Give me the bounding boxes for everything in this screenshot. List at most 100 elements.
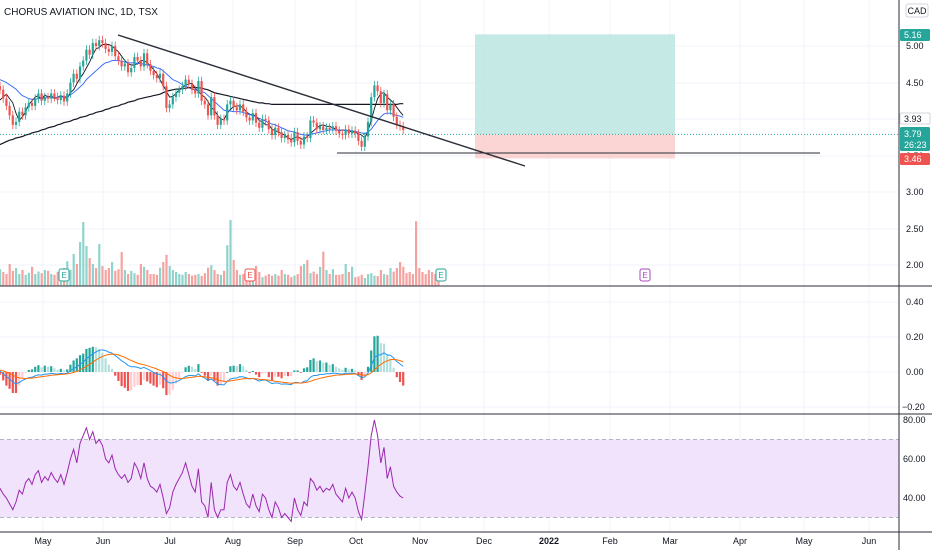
- volume-bar: [101, 266, 104, 286]
- candle-body: [187, 79, 190, 84]
- macd-histogram-bar: [267, 372, 270, 378]
- macd-histogram-bar: [395, 372, 398, 378]
- stop-price-badge: [900, 153, 930, 165]
- macd-tick-label: −0.20: [902, 402, 925, 412]
- candle-body: [216, 115, 219, 125]
- macd-histogram-bar: [235, 366, 238, 372]
- macd-panel: [0, 335, 405, 396]
- earnings-marker: [435, 268, 447, 282]
- volume-bar: [155, 274, 158, 286]
- macd-histogram-bar: [238, 364, 242, 372]
- time-tick-label: Jul: [164, 536, 176, 546]
- macd-histogram-bar: [8, 372, 11, 389]
- candle-body: [306, 136, 309, 138]
- bar-countdown-label: 26:23: [904, 140, 927, 150]
- candle-body: [312, 120, 315, 123]
- macd-histogram-bar: [296, 370, 299, 372]
- macd-histogram-bar: [43, 365, 46, 372]
- volume-bar: [159, 267, 162, 286]
- volume-bar: [242, 274, 245, 286]
- candle-body: [174, 92, 178, 98]
- time-tick-label: Feb: [602, 536, 618, 546]
- time-scale[interactable]: May Jun Jul Aug Sep Oct Nov Dec 2022 Feb Mar Apr May…: [34, 536, 876, 546]
- volume-bar: [203, 273, 206, 286]
- earnings-marker: [58, 268, 70, 282]
- candle-body: [376, 85, 379, 92]
- currency-badge[interactable]: [905, 3, 929, 18]
- macd-histogram-bar: [126, 372, 130, 391]
- macd-histogram-bar: [14, 372, 18, 393]
- volume-bar: [373, 275, 376, 286]
- candle-body: [21, 111, 24, 116]
- earnings-marker: [244, 268, 256, 282]
- price-tick-label: 3.00: [906, 187, 924, 197]
- macd-histogram-bar: [53, 368, 56, 372]
- volume-bar: [325, 270, 328, 286]
- volume-bar: [341, 274, 344, 286]
- candle-body: [146, 53, 149, 65]
- trendlines[interactable]: [117, 34, 820, 167]
- macd-histogram-bar: [309, 359, 312, 372]
- volume-bar: [383, 274, 386, 286]
- candle-body: [139, 60, 142, 67]
- candle-body: [251, 113, 254, 121]
- macd-histogram-bar: [123, 372, 126, 388]
- candle-body: [242, 104, 245, 112]
- price-tick-label: 2.00: [906, 260, 924, 270]
- candle-body: [280, 132, 283, 138]
- macd-histogram-bar: [82, 353, 85, 372]
- volume-bar: [175, 272, 178, 286]
- macd-histogram-bar: [232, 365, 235, 372]
- candle-body: [18, 111, 21, 122]
- volume-bar: [363, 278, 366, 286]
- macd-histogram-bar: [347, 369, 350, 372]
- volume-bar: [133, 273, 136, 286]
- volume-bar: [114, 270, 117, 286]
- volume-bar: [43, 270, 46, 286]
- volume-bar: [347, 272, 350, 286]
- macd-histogram-bar: [312, 358, 315, 372]
- macd-histogram-bar: [133, 372, 136, 387]
- macd-histogram-bar: [46, 366, 50, 372]
- macd-histogram-bar: [152, 372, 155, 386]
- macd-histogram-bar: [379, 343, 382, 372]
- candle-body: [171, 97, 174, 105]
- macd-histogram-bar: [216, 372, 219, 386]
- volume-bar: [56, 272, 59, 286]
- candle-body: [382, 94, 386, 103]
- volume-bar: [82, 222, 85, 286]
- volume-bar: [437, 277, 440, 286]
- volume-bar: [344, 264, 347, 286]
- trendline-down: [117, 34, 526, 167]
- volume-bar: [296, 274, 299, 286]
- candle-body: [203, 100, 206, 105]
- macd-histogram-bar: [350, 368, 354, 372]
- rsi-tick-label: 40.00: [903, 493, 926, 503]
- macd-histogram-bar: [104, 358, 107, 372]
- macd-histogram-bar: [302, 368, 306, 372]
- macd-histogram-bar: [75, 358, 78, 372]
- macd-histogram-bar: [72, 360, 75, 372]
- volume-bar: [239, 274, 242, 286]
- candle-body: [194, 89, 197, 94]
- rsi-band: [0, 439, 899, 518]
- volume-bar: [331, 269, 334, 286]
- volume-bar: [18, 274, 21, 286]
- candle-body: [107, 48, 110, 52]
- macd-histogram-bar: [181, 372, 184, 373]
- volume-bar: [194, 274, 197, 286]
- macd-histogram-bar: [142, 372, 146, 380]
- volume-bar: [91, 264, 94, 286]
- volume-bar: [274, 274, 277, 286]
- volume-bar: [146, 270, 149, 286]
- candle-body: [402, 126, 405, 130]
- candle-body: [40, 93, 43, 101]
- volume-bar: [98, 244, 101, 286]
- volume-bar: [216, 274, 219, 286]
- candle-body: [104, 43, 107, 49]
- macd-tick-label: 0.40: [906, 297, 924, 307]
- candle-body: [162, 73, 165, 87]
- candle-body: [184, 79, 187, 87]
